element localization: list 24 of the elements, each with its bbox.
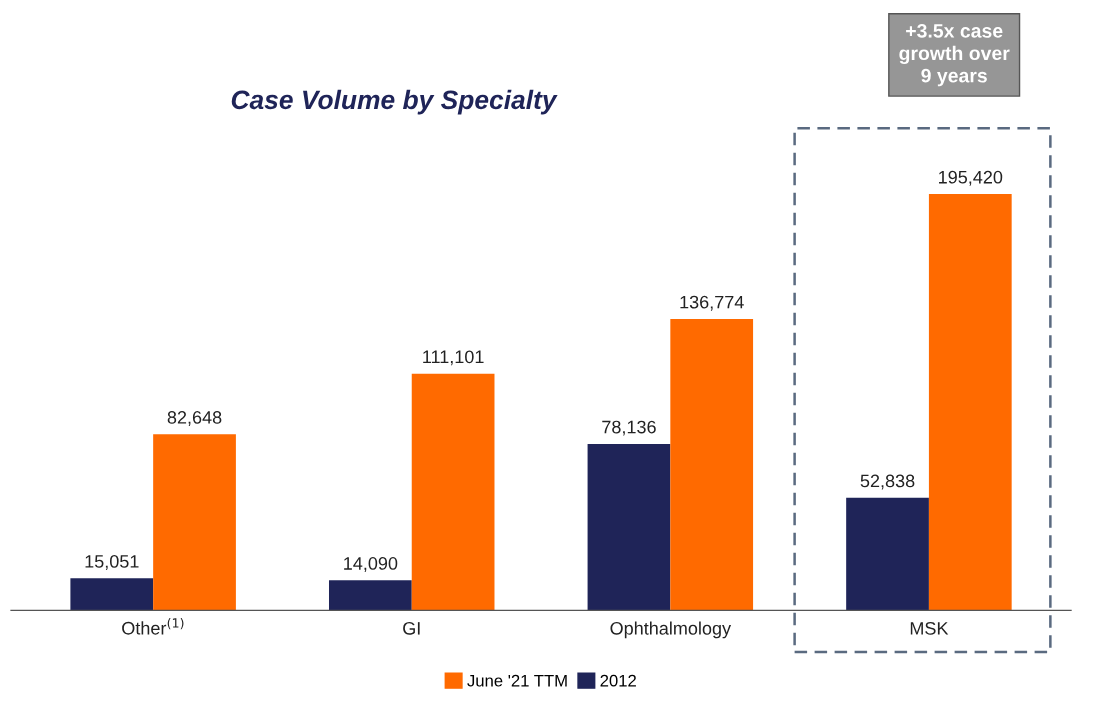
data-label: 136,774 [680, 295, 744, 311]
data-label: 14,090 [344, 557, 398, 572]
bar [328, 580, 412, 611]
data-label: 111,101 [423, 350, 484, 366]
bar [587, 443, 671, 611]
chart-title: Case Volume by Specialty [231, 89, 558, 115]
text: +3.5x case growth over 9 years [899, 23, 1010, 87]
legend-label: June '21 TTM [467, 674, 567, 687]
bar [411, 373, 495, 611]
legend-label: 2012 [600, 674, 636, 687]
bar [153, 434, 236, 611]
bar [928, 194, 1012, 611]
x-tick-label: MSK [910, 621, 949, 635]
data-label: 15,051 [85, 555, 139, 570]
bar [846, 497, 929, 611]
bar [70, 578, 154, 611]
data-label: 78,136 [602, 420, 656, 436]
bar [670, 319, 754, 611]
x-tick-label: Other$^{(1)}$ [122, 617, 184, 635]
data-label: 82,648 [167, 411, 222, 426]
x-tick-label: Ophthalmology [610, 621, 732, 639]
data-label: 52,838 [860, 474, 915, 490]
data-label: 195,420 [939, 170, 1003, 186]
x-tick-label: GI [403, 621, 420, 635]
